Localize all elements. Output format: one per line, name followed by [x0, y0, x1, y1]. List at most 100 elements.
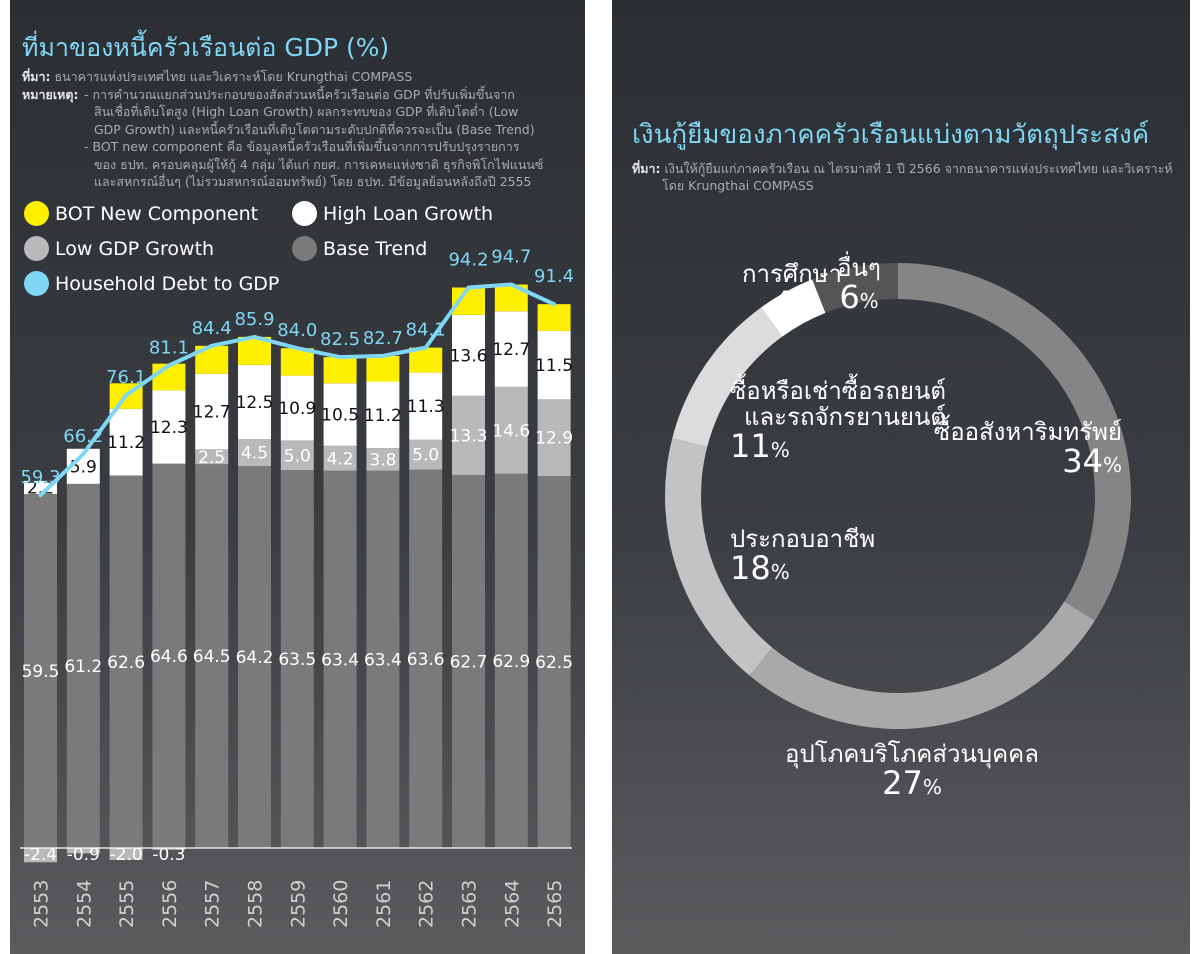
note-line: ของ ธปท. ครอบคลุมผู้ให้กู้ 4 กลุ่ม ได้แก…: [94, 156, 544, 172]
bar-base-trend: [452, 474, 485, 848]
household-debt-line: [38, 282, 557, 498]
right-chart-panel: เงินกู้ยืมของภาคครัวเรือนแบ่งตามวัตถุประ…: [612, 0, 1190, 954]
note-label-wrap: หมายเหตุ:: [22, 86, 78, 103]
legend-label: Base Trend: [323, 237, 428, 260]
high-loan-label: 2.2: [27, 478, 54, 498]
bar-low-gdp-growth: [238, 439, 271, 467]
x-tick-label: 2564: [501, 880, 523, 928]
x-tick-label: 2553: [31, 880, 53, 928]
bar-high-loan-growth: [323, 383, 357, 446]
bar-high-loan-growth: [452, 314, 485, 396]
bar-base-trend: [537, 476, 571, 848]
household-debt-label: 84.0: [277, 320, 317, 341]
legend-swatch-gray: [292, 236, 317, 261]
x-tick-label: 2560: [330, 880, 352, 928]
legend-low-gdp-growth: Low GDP Growth: [24, 236, 214, 261]
legend-swatch-yellow: [24, 201, 49, 226]
donut-slice: [761, 279, 826, 337]
household-debt-label: 85.9: [234, 309, 274, 330]
source-line: เงินให้กู้ยืมแก่ภาคครัวเรือน ณ ไตรมาสที่…: [664, 161, 1173, 176]
donut-slice-label: และรถจักรยานยนต์: [744, 403, 946, 431]
note-line: - BOT new component คือ ข้อมูลหนี้ครัวเร…: [84, 139, 520, 155]
donut-slice: [749, 601, 1095, 729]
bar-bot-new-component: [152, 363, 186, 391]
left-chart-panel: ที่มาของหนี้ครัวเรือนต่อ GDP (%) ที่มา: …: [10, 0, 585, 954]
low-gdp-label: 4.5: [241, 444, 268, 464]
base-trend-label: 61.2: [64, 657, 102, 677]
base-trend-label: 63.5: [278, 650, 316, 670]
bar-base-trend: [366, 470, 400, 848]
donut-slice-percent: 27%: [882, 764, 942, 802]
donut-slice-label: ซื้อหรือเช่าซื้อรถยนต์: [730, 373, 946, 405]
bar-low-gdp-growth: [195, 449, 229, 465]
low-gdp-label: -2.4: [24, 845, 57, 865]
household-debt-label: 91.4: [534, 266, 574, 287]
x-tick-label: 2556: [159, 880, 181, 928]
household-debt-label: 82.5: [320, 329, 360, 350]
bar-low-gdp-growth-negative: [152, 848, 186, 850]
x-tick-label: 2565: [544, 880, 566, 928]
x-tick-label: 2557: [202, 880, 224, 928]
note-line: สินเชื่อที่เติบโตสูง (High Loan Growth) …: [94, 104, 519, 120]
bar-low-gdp-growth: [452, 395, 485, 475]
low-gdp-label: -2.0: [110, 845, 143, 865]
left-source-note: ที่มา: ธนาคารแห่งประเทศไทย และวิเคราะห์โ…: [22, 68, 577, 85]
donut-slice-percent: 4%: [772, 284, 811, 322]
bar-low-gdp-growth-negative: [109, 848, 143, 860]
base-trend-label: 62.6: [107, 653, 145, 673]
x-tick-label: 2555: [116, 880, 138, 928]
donut-slice-label: อุปโภคบริโภคส่วนบุคคล: [785, 740, 1039, 769]
low-gdp-label: 4.2: [327, 449, 354, 469]
high-loan-label: 5.9: [70, 457, 97, 477]
base-trend-label: 64.5: [193, 647, 231, 667]
household-debt-label: 66.2: [63, 426, 103, 447]
bar-base-trend: [280, 470, 314, 848]
donut-slice-label: อื่นๆ: [837, 251, 881, 282]
bar-low-gdp-growth: [409, 439, 443, 470]
base-trend-label: 59.5: [22, 662, 60, 682]
donut-slice-percent: 11%: [730, 427, 790, 465]
x-tick-label: 2563: [459, 880, 481, 928]
x-tick-label: 2558: [245, 880, 267, 928]
legend-label: Low GDP Growth: [55, 237, 215, 260]
bar-high-loan-growth: [366, 381, 400, 449]
high-loan-label: 11.3: [407, 397, 445, 417]
donut-slice: [672, 307, 783, 448]
bar-low-gdp-growth: [494, 386, 528, 474]
bar-high-loan-growth: [409, 372, 443, 440]
base-trend-label: 62.7: [450, 652, 488, 672]
high-loan-label: 12.5: [236, 393, 274, 413]
low-gdp-label: -0.9: [67, 845, 100, 865]
bar-bot-new-component: [366, 355, 400, 382]
low-gdp-label: -0.3: [152, 845, 185, 865]
high-loan-label: 12.7: [492, 340, 530, 360]
source-text: ธนาคารแห่งประเทศไทย และวิเคราะห์โดย Krun…: [54, 69, 413, 84]
bar-high-loan-growth: [109, 408, 143, 476]
donut-slice-percent: 6%: [839, 278, 878, 316]
bar-base-trend: [109, 475, 143, 848]
household-debt-label: 82.7: [363, 328, 403, 349]
household-debt-label: 94.2: [448, 250, 488, 271]
donut-slice-label: การศึกษา: [742, 260, 842, 288]
source-line: โดย Krungthai COMPASS: [662, 178, 814, 194]
bar-base-trend: [152, 463, 186, 848]
bar-high-loan-growth: [24, 480, 57, 494]
x-tick-label: 2562: [416, 880, 438, 928]
household-debt-label: 94.7: [491, 247, 531, 268]
high-loan-label: 11.5: [535, 356, 573, 376]
bar-high-loan-growth: [195, 373, 229, 450]
legend-bot-new-component: BOT New Component: [24, 201, 258, 226]
note-label: หมายเหตุ:: [22, 87, 79, 102]
high-loan-label: 10.5: [321, 406, 359, 426]
low-gdp-label: 13.3: [450, 426, 488, 446]
bar-base-trend: [24, 493, 57, 848]
donut-slice-percent: 18%: [730, 549, 790, 587]
bar-base-trend: [195, 464, 229, 848]
donut-chart: ซื้ออสังหาริมทรัพย์34% อุปโภคบริโภคส่วนบุ…: [665, 251, 1131, 802]
base-trend-label: 64.2: [236, 648, 274, 668]
legend-label: BOT New Component: [55, 202, 259, 225]
source-label: ที่มา:: [632, 161, 661, 176]
high-loan-label: 13.6: [450, 346, 488, 366]
bar-low-gdp-growth: [280, 440, 314, 471]
donut-slice: [898, 263, 1131, 621]
